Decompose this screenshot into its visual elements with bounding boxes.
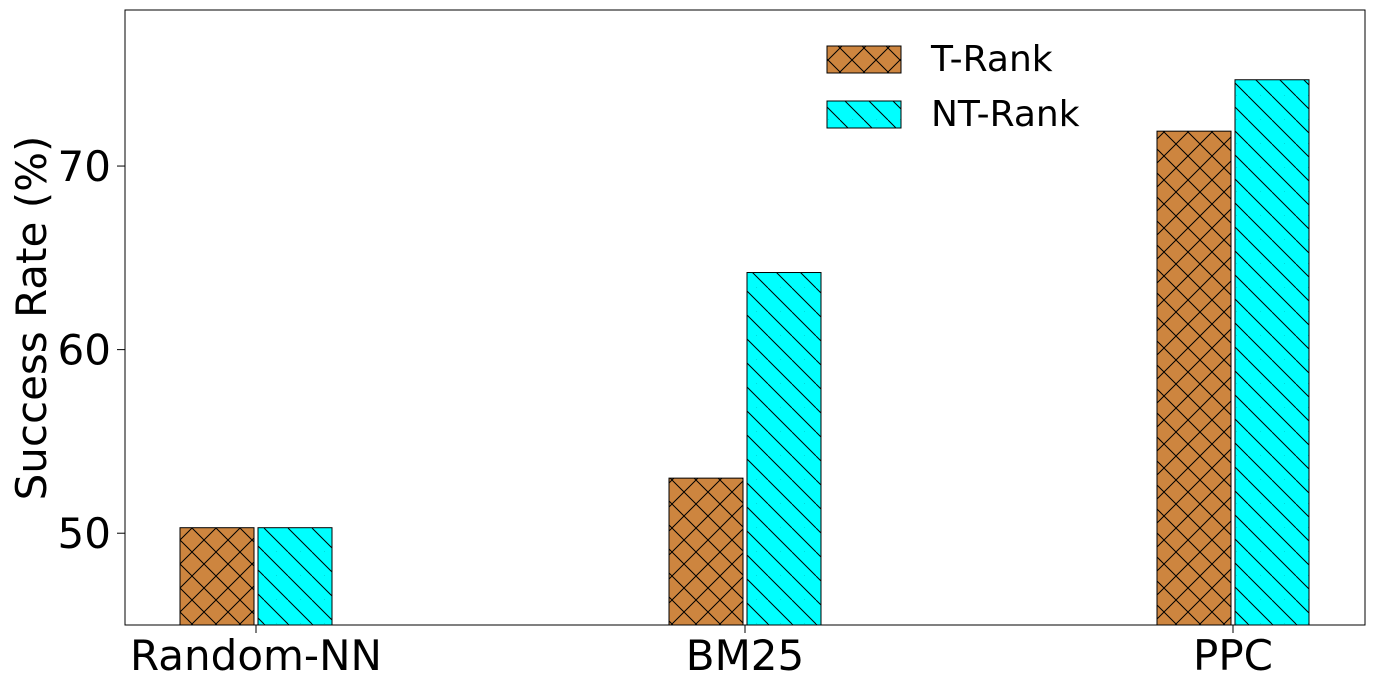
x-tick-label: Random-NN (130, 631, 382, 680)
legend: T-Rank NT-Rank (826, 39, 1080, 135)
bar-hatch-t-rank-ppc (1156, 130, 1232, 626)
plot-frame (124, 9, 1366, 626)
legend-swatch-hatch-nt-rank (826, 100, 902, 129)
y-tick-label: 60 (58, 326, 111, 375)
legend-label-t-rank: T-Rank (930, 39, 1053, 80)
bar-hatch-nt-rank-bm25 (746, 272, 822, 626)
legend-label-nt-rank: NT-Rank (931, 94, 1080, 135)
bar-hatch-nt-rank-ppc (1234, 79, 1310, 626)
bar-hatch-t-rank-bm25 (668, 477, 744, 626)
x-tick-label: PPC (1193, 631, 1273, 680)
bar-hatch-nt-rank-random-nn (257, 527, 333, 626)
y-axis-label: Success Rate (%) (7, 136, 56, 501)
x-tick-label: BM25 (686, 631, 805, 680)
bar-hatch-t-rank-random-nn (179, 527, 255, 626)
y-tick-label: 50 (58, 509, 111, 558)
ticks-layer: 50 60 70 Random-NN BM25 PPC (58, 142, 1273, 680)
bars-layer (179, 79, 1310, 626)
legend-swatch-hatch-t-rank (826, 45, 902, 74)
y-tick-label: 70 (58, 142, 111, 191)
